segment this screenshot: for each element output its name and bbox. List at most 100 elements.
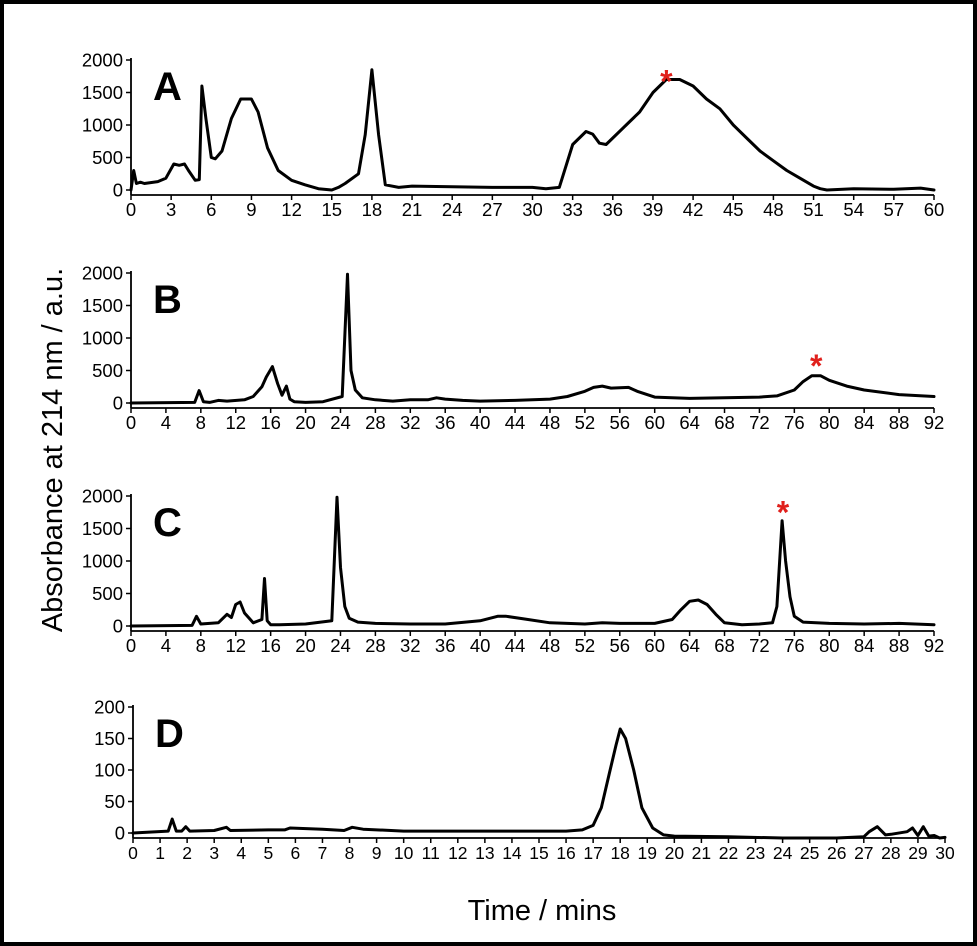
peak-asterisk-b: *: [810, 348, 823, 384]
x-axis-label: Time / mins: [468, 895, 617, 927]
x-tick-label-b-1: 4: [161, 412, 171, 433]
x-tick-label-c-6: 24: [330, 635, 351, 656]
x-tick-label-b-15: 60: [644, 412, 665, 433]
x-tick-label-d-28: 28: [881, 843, 900, 863]
x-tick-label-d-24: 24: [773, 843, 793, 863]
x-tick-label-b-22: 88: [889, 412, 910, 433]
x-tick-label-b-14: 56: [609, 412, 630, 433]
x-tick-label-c-0: 0: [126, 635, 136, 656]
x-tick-label-d-2: 2: [182, 843, 192, 863]
x-tick-label-d-0: 0: [128, 843, 138, 863]
x-tick-label-c-2: 8: [196, 635, 206, 656]
x-tick-label-a-12: 36: [603, 199, 624, 220]
x-tick-label-d-22: 22: [719, 843, 738, 863]
panel-label-c: C: [153, 501, 182, 545]
x-tick-label-c-4: 16: [260, 635, 281, 656]
x-tick-label-b-18: 72: [749, 412, 770, 433]
x-tick-label-d-7: 7: [318, 843, 328, 863]
figure-frame: Absorbance at 214 nm / a.u. Time / mins …: [4, 4, 973, 942]
panels: 0 3 6 9 12 15 18 21 24 27 30 33 36 39 42 45 48 51 54 57 6005…: [82, 50, 955, 864]
x-tick-label-c-10: 40: [470, 635, 491, 656]
panel-d: 0 1 2 3 4 5 6 7 8 9 10 11 12 13 14 15 16 17 18 19 20 21 22 23 24…: [94, 697, 955, 864]
y-tick-label-a-2: 1000: [82, 115, 123, 136]
x-tick-label-d-1: 1: [155, 843, 165, 863]
x-tick-label-a-2: 6: [206, 199, 216, 220]
x-tick-label-d-15: 15: [529, 843, 548, 863]
x-tick-label-a-15: 45: [723, 199, 744, 220]
x-tick-label-d-30: 30: [935, 843, 955, 863]
x-tick-label-a-8: 24: [442, 199, 463, 220]
x-tick-label-a-1: 3: [166, 199, 176, 220]
x-tick-label-d-20: 20: [665, 843, 685, 863]
x-tick-label-a-19: 57: [884, 199, 905, 220]
x-tick-label-d-3: 3: [209, 843, 219, 863]
trace-b: [129, 272, 936, 405]
y-tick-label-b-4: 2000: [82, 263, 123, 284]
trace-d: [131, 727, 947, 840]
x-tick-label-d-11: 11: [422, 843, 440, 863]
x-tick-label-a-0: 0: [126, 199, 136, 220]
x-tick-label-d-29: 29: [908, 843, 927, 863]
y-tick-label-b-3: 1500: [82, 295, 123, 316]
x-tick-label-c-12: 48: [540, 635, 561, 656]
x-tick-label-d-21: 21: [692, 843, 711, 863]
peak-asterisk-c: *: [777, 495, 790, 531]
trace-a: [129, 68, 936, 192]
x-tick-label-c-23: 92: [924, 635, 945, 656]
y-tick-label-c-1: 500: [92, 583, 123, 604]
x-tick-label-c-21: 84: [854, 635, 875, 656]
panel-label-a: A: [153, 65, 182, 109]
x-tick-label-a-17: 51: [803, 199, 824, 220]
x-tick-label-d-25: 25: [800, 843, 819, 863]
x-tick-label-c-15: 60: [644, 635, 665, 656]
x-tick-label-d-9: 9: [372, 843, 382, 863]
y-tick-label-c-4: 2000: [82, 486, 123, 507]
x-tick-label-a-7: 21: [402, 199, 423, 220]
x-tick-label-d-23: 23: [746, 843, 765, 863]
x-tick-label-b-3: 12: [225, 412, 246, 433]
x-tick-label-d-17: 17: [583, 843, 602, 863]
y-tick-label-a-3: 1500: [82, 82, 123, 103]
x-tick-label-b-7: 28: [365, 412, 386, 433]
y-tick-label-b-2: 1000: [82, 328, 123, 349]
x-tick-label-c-9: 36: [435, 635, 456, 656]
x-tick-label-d-27: 27: [854, 843, 873, 863]
x-tick-label-c-8: 32: [400, 635, 421, 656]
x-tick-label-d-26: 26: [827, 843, 846, 863]
panel-c: 0 4 8 12 16 20 24 28 32 36 40 44 48 52 56 60 64 68 72 76 80 8…: [82, 486, 944, 657]
x-tick-label-d-5: 5: [263, 843, 273, 863]
x-tick-label-b-2: 8: [196, 412, 206, 433]
x-tick-label-c-13: 52: [575, 635, 596, 656]
x-tick-label-a-9: 27: [482, 199, 503, 220]
x-tick-label-c-14: 56: [609, 635, 630, 656]
y-axis-label: Absorbance at 214 nm / a.u.: [37, 268, 69, 632]
x-tick-label-c-17: 68: [714, 635, 735, 656]
x-tick-label-b-21: 84: [854, 412, 875, 433]
y-tick-label-a-1: 500: [92, 147, 123, 168]
x-tick-label-d-14: 14: [502, 843, 522, 863]
y-tick-label-d-1: 50: [104, 791, 125, 812]
x-tick-label-a-18: 54: [843, 199, 864, 220]
x-tick-label-c-7: 28: [365, 635, 386, 656]
y-tick-label-a-4: 2000: [82, 50, 123, 71]
x-tick-label-b-16: 64: [679, 412, 700, 433]
y-tick-label-c-3: 1500: [82, 518, 123, 539]
y-tick-label-d-2: 100: [94, 760, 125, 781]
x-tick-label-b-0: 0: [126, 412, 136, 433]
y-tick-label-c-2: 1000: [82, 551, 123, 572]
y-tick-label-d-3: 150: [94, 728, 125, 749]
x-tick-label-d-16: 16: [556, 843, 575, 863]
peak-asterisk-a: *: [660, 63, 673, 99]
x-tick-label-b-9: 36: [435, 412, 456, 433]
y-tick-label-d-0: 0: [115, 823, 125, 844]
y-tick-label-a-0: 0: [113, 180, 123, 201]
x-tick-label-d-18: 18: [610, 843, 629, 863]
x-tick-label-c-11: 44: [505, 635, 526, 656]
y-tick-label-b-0: 0: [113, 393, 123, 414]
x-tick-label-d-13: 13: [475, 843, 494, 863]
y-tick-label-b-1: 500: [92, 360, 123, 381]
panel-label-b: B: [153, 278, 182, 322]
x-tick-label-a-6: 18: [362, 199, 383, 220]
x-tick-label-d-6: 6: [291, 843, 301, 863]
chromatogram-figure: Absorbance at 214 nm / a.u. Time / mins …: [37, 50, 955, 928]
